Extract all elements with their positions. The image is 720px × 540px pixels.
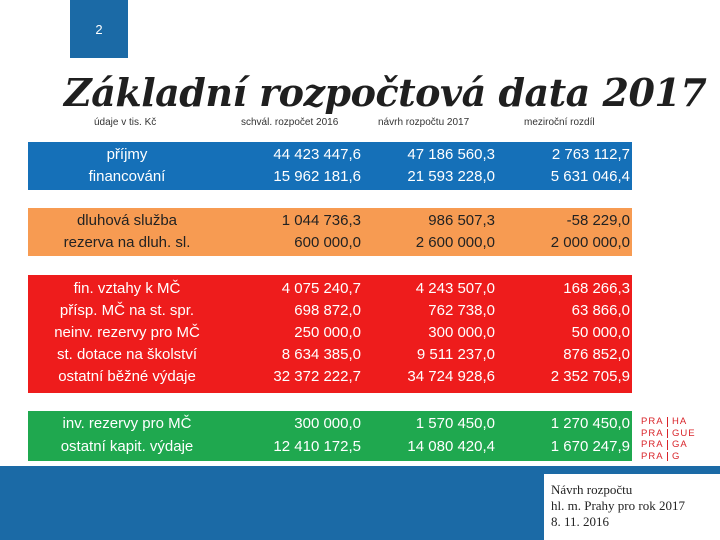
band-debt-service: dluhová služba 1 044 736,3 986 507,3 -58… [28,208,632,256]
value-diff: 2 763 112,7 [551,146,630,163]
logo-text: PRA [641,427,664,439]
praha-logo: PRA HA PRA GUE PRA GA PRA G [641,416,701,464]
value-2017: 2 600 000,0 [415,234,495,251]
band-income: příjmy 44 423 447,6 47 186 560,3 2 763 1… [28,142,632,190]
table-row: ostatní běžné výdaje 32 372 222,7 34 724… [28,368,632,385]
value-2016: 1 044 736,3 [281,212,361,229]
value-diff: 2 352 705,9 [550,368,630,385]
band-capital-expenditure: inv. rezervy pro MČ 300 000,0 1 570 450,… [28,411,632,461]
value-2016: 15 962 181,6 [273,168,361,185]
value-2016: 600 000,0 [294,234,361,251]
table-row: rezerva na dluh. sl. 600 000,0 2 600 000… [28,234,632,251]
table-row: přísp. MČ na st. spr. 698 872,0 762 738,… [28,302,632,319]
row-label: přísp. MČ na st. spr. [59,302,195,319]
value-diff: 50 000,0 [571,324,630,341]
table-row: příjmy 44 423 447,6 47 186 560,3 2 763 1… [28,146,632,163]
value-2017: 34 724 928,6 [407,368,495,385]
value-2017: 14 080 420,4 [407,438,495,455]
value-2016: 250 000,0 [294,324,361,341]
value-2017: 21 593 228,0 [407,168,495,185]
value-2016: 4 075 240,7 [281,280,361,297]
row-label: st. dotace na školství [56,346,198,363]
value-diff: -58 229,0 [566,212,630,229]
row-label: příjmy [106,146,148,163]
row-label: financování [88,168,166,185]
header-annual-difference: meziroční rozdíl [524,117,595,128]
table-row: inv. rezervy pro MČ 300 000,0 1 570 450,… [28,415,632,432]
row-label: ostatní běžné výdaje [58,368,196,385]
value-2016: 8 634 385,0 [281,346,361,363]
band-current-expenditure: fin. vztahy k MČ 4 075 240,7 4 243 507,0… [28,275,632,393]
header-draft-2017: návrh rozpočtu 2017 [378,117,470,128]
value-2016: 698 872,0 [294,302,361,319]
value-diff: 5 631 046,4 [550,168,630,185]
value-2016: 300 000,0 [294,415,361,432]
header-budget-2016: schvál. rozpočet 2016 [241,117,339,128]
value-2017: 300 000,0 [428,324,495,341]
value-2017: 986 507,3 [428,212,495,229]
row-label: neinv. rezervy pro MČ [54,324,200,341]
value-2017: 762 738,0 [428,302,495,319]
logo-text: PRA [641,439,664,450]
value-diff: 1 670 247,9 [550,438,630,455]
slide-number: 2 [95,21,103,37]
logo-text: PRA [641,416,664,427]
value-2016: 32 372 222,7 [273,368,361,385]
table-row: financování 15 962 181,6 21 593 228,0 5 … [28,168,632,185]
value-diff: 63 866,0 [571,302,630,319]
row-label: fin. vztahy k MČ [73,280,181,297]
value-diff: 168 266,3 [563,280,630,297]
slide-number-badge: 2 [70,0,128,58]
footer-panel [544,474,720,540]
logo-text: GUE [672,427,696,439]
value-diff: 876 852,0 [563,346,630,363]
logo-text: G [672,450,681,462]
logo-text: PRA [641,450,664,462]
footer-line-3: 8. 11. 2016 [551,514,610,529]
value-diff: 2 000 000,0 [550,234,630,251]
footer-line-2: hl. m. Prahy pro rok 2017 [551,498,685,513]
footer-line-1: Návrh rozpočtu [551,482,633,497]
logo-text: GA [672,439,688,450]
value-2016: 12 410 172,5 [273,438,361,455]
value-2017: 47 186 560,3 [407,146,495,163]
table-row: neinv. rezervy pro MČ 250 000,0 300 000,… [28,324,632,341]
row-label: rezerva na dluh. sl. [63,234,191,251]
table-row: ostatní kapit. výdaje 12 410 172,5 14 08… [28,438,632,455]
value-2016: 44 423 447,6 [273,146,361,163]
value-2017: 1 570 450,0 [415,415,495,432]
value-2017: 9 511 237,0 [416,346,495,363]
table-row: dluhová služba 1 044 736,3 986 507,3 -58… [28,212,632,229]
row-label: dluhová služba [76,212,178,229]
value-diff: 1 270 450,0 [550,415,630,432]
table-row: fin. vztahy k MČ 4 075 240,7 4 243 507,0… [28,280,632,297]
value-2017: 4 243 507,0 [415,280,495,297]
footer-caption: Návrh rozpočtu hl. m. Prahy pro rok 2017… [551,482,716,530]
slide-title: Základní rozpočtová data 2017 [64,70,707,115]
row-label: ostatní kapit. výdaje [60,438,194,455]
table-row: st. dotace na školství 8 634 385,0 9 511… [28,346,632,363]
row-label: inv. rezervy pro MČ [62,415,192,432]
logo-text: HA [672,416,688,427]
header-unit: údaje v tis. Kč [94,117,157,128]
